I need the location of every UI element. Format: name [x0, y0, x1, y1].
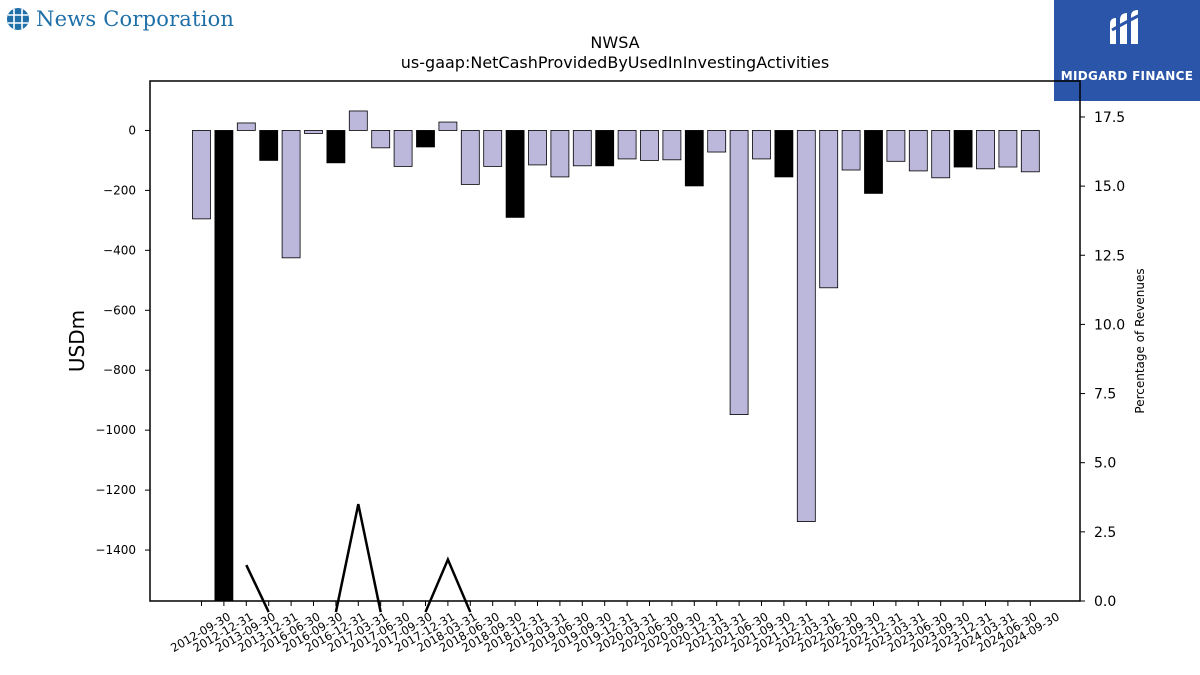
bar-2023-12-31 — [953, 130, 973, 168]
bar-2020-09-30 — [662, 130, 682, 161]
bar-2013-12-31 — [259, 130, 279, 161]
bar-2018-12-31 — [505, 130, 525, 218]
y2-tick-label: 15.0 — [1094, 179, 1125, 195]
bar-2017-12-31 — [416, 130, 435, 148]
bar-2021-09-30 — [752, 130, 771, 160]
y2-tick-label: 0.0 — [1094, 594, 1116, 610]
bar-2019-09-30 — [572, 130, 592, 167]
y-tick-label: −600 — [103, 303, 136, 317]
bar-2018-09-30 — [483, 130, 503, 167]
bar-2012-12-31 — [214, 130, 234, 602]
y-tick-label: −1000 — [95, 423, 136, 437]
bar-2016-06-30 — [281, 130, 301, 259]
percentage-line — [334, 503, 382, 613]
bar-2012-09-30 — [192, 130, 211, 220]
bar-2020-12-31 — [684, 130, 704, 187]
bar-2021-03-31 — [707, 130, 727, 153]
y2-tick-label: 10.0 — [1094, 317, 1125, 333]
globe-grid-icon — [7, 8, 29, 30]
bar-2022-12-31 — [864, 130, 883, 194]
bar-2023-06-30 — [908, 130, 928, 172]
bar-2016-12-31 — [326, 130, 346, 164]
y-tick-label: −1200 — [95, 483, 136, 497]
y2-tick-label: 5.0 — [1094, 456, 1116, 472]
bar-2021-12-31 — [774, 130, 794, 178]
line-layer — [245, 503, 472, 613]
bar-2022-09-30 — [841, 130, 861, 171]
y-tick-label: −400 — [103, 243, 136, 257]
bar-2019-06-30 — [550, 130, 570, 178]
company-brand: News Corporation — [6, 4, 234, 34]
bar-2023-09-30 — [931, 130, 951, 179]
bar-2016-09-30 — [304, 130, 323, 134]
bar-2022-06-30 — [819, 130, 839, 289]
bar-2017-09-30 — [393, 130, 413, 167]
bar-2022-03-31 — [796, 130, 816, 522]
y-axis: 0 −200 −400 −600 −800 −1000 −1200 −1400 — [95, 123, 150, 557]
chart-subtitle: us-gaap:NetCashProvidedByUsedInInvesting… — [401, 53, 829, 72]
percentage-line — [424, 556, 472, 613]
bar-2017-06-30 — [371, 130, 391, 149]
midgard-finance-logo: MIDGARD FINANCE — [1054, 0, 1200, 101]
bar-2024-09-30 — [1020, 130, 1040, 173]
midgard-m-logo-icon — [1110, 10, 1143, 44]
y2-tick-label: 12.5 — [1094, 248, 1125, 264]
percentage-line — [245, 564, 270, 613]
y-tick-label: −1400 — [95, 543, 136, 557]
bar-2021-06-30 — [729, 130, 749, 415]
bar-2024-06-30 — [998, 130, 1018, 168]
bar-2019-03-31 — [528, 130, 547, 166]
y2-tick-label: 17.5 — [1094, 110, 1125, 126]
logo-text: MIDGARD FINANCE — [1060, 69, 1194, 83]
x-axis: 2012-09-302012-12-312013-09-302013-12-31… — [168, 601, 1062, 655]
y2-axis-label: Percentage of Revenues — [1133, 268, 1147, 413]
y-tick-label: 0 — [128, 123, 136, 137]
y-tick-label: −800 — [103, 363, 136, 377]
bar-2019-12-31 — [595, 130, 615, 167]
bar-2018-06-30 — [460, 130, 480, 185]
bar-layer — [192, 110, 1040, 602]
y2-tick-label: 7.5 — [1094, 387, 1116, 403]
bar-2023-03-31 — [886, 130, 906, 162]
company-name: News Corporation — [36, 7, 235, 31]
bar-2020-03-31 — [617, 130, 637, 160]
plot-frame — [149, 80, 1081, 602]
y-axis-label: USDm — [65, 310, 89, 372]
bar-2018-03-31 — [438, 121, 458, 131]
bar-2020-06-30 — [640, 130, 659, 161]
bar-2024-03-31 — [976, 130, 995, 170]
bar-2013-09-30 — [236, 122, 256, 131]
chart-title: NWSA — [590, 33, 639, 52]
bar-2017-03-31 — [348, 110, 368, 131]
y2-axis: 0.0 2.5 5.0 7.5 10.0 12.5 15.0 17.5 — [1080, 110, 1125, 610]
y-tick-label: −200 — [103, 183, 136, 197]
y2-tick-label: 2.5 — [1094, 525, 1116, 541]
